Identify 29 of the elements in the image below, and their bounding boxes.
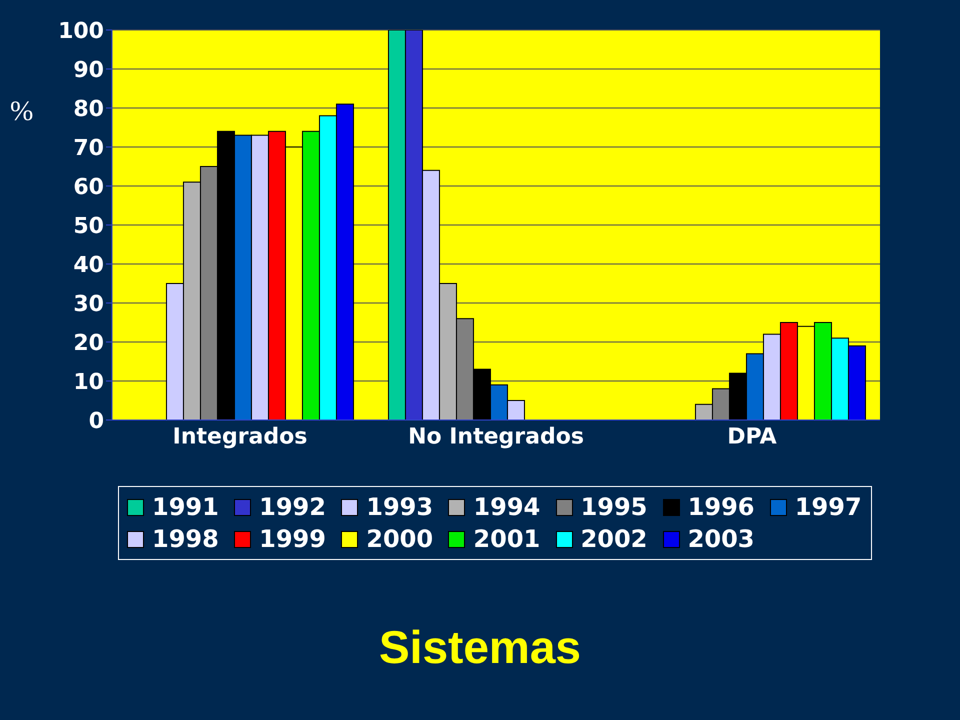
legend-label: 2000	[366, 525, 434, 553]
y-axis-title: %	[10, 96, 34, 127]
x-tick-label: No Integrados	[408, 424, 584, 450]
y-tick-label: 80	[73, 96, 104, 122]
legend-label: 1994	[473, 493, 540, 521]
y-tick-label: 10	[73, 370, 104, 395]
y-tick-label: 90	[73, 58, 104, 83]
legend-label: 1999	[259, 525, 326, 553]
legend-label: 1991	[152, 493, 219, 521]
x-tick-label: Integrados	[172, 424, 308, 450]
legend-label: 1995	[580, 493, 648, 521]
y-tick-label: 50	[73, 214, 104, 239]
legend-label: 1997	[794, 493, 862, 521]
y-tick-label: 40	[73, 252, 104, 278]
legend-label: 2003	[688, 525, 754, 553]
legend-label: 1998	[152, 525, 219, 553]
x-tick-label: DPA	[727, 424, 777, 450]
y-tick-label: 60	[73, 174, 104, 200]
y-tick-label: 20	[73, 330, 104, 356]
y-tick-label: 30	[73, 292, 104, 317]
legend-label: 2002	[580, 525, 648, 553]
legend-label: 1996	[688, 493, 754, 521]
y-tick-label: 100	[58, 18, 104, 44]
y-tick-label: 0	[88, 408, 104, 434]
y-tick-label: 70	[73, 136, 104, 161]
legend-label: 2001	[473, 525, 540, 553]
legend-label: 1992	[259, 493, 326, 521]
legend-label: 1993	[366, 493, 434, 521]
text: Sistemas	[378, 620, 582, 674]
